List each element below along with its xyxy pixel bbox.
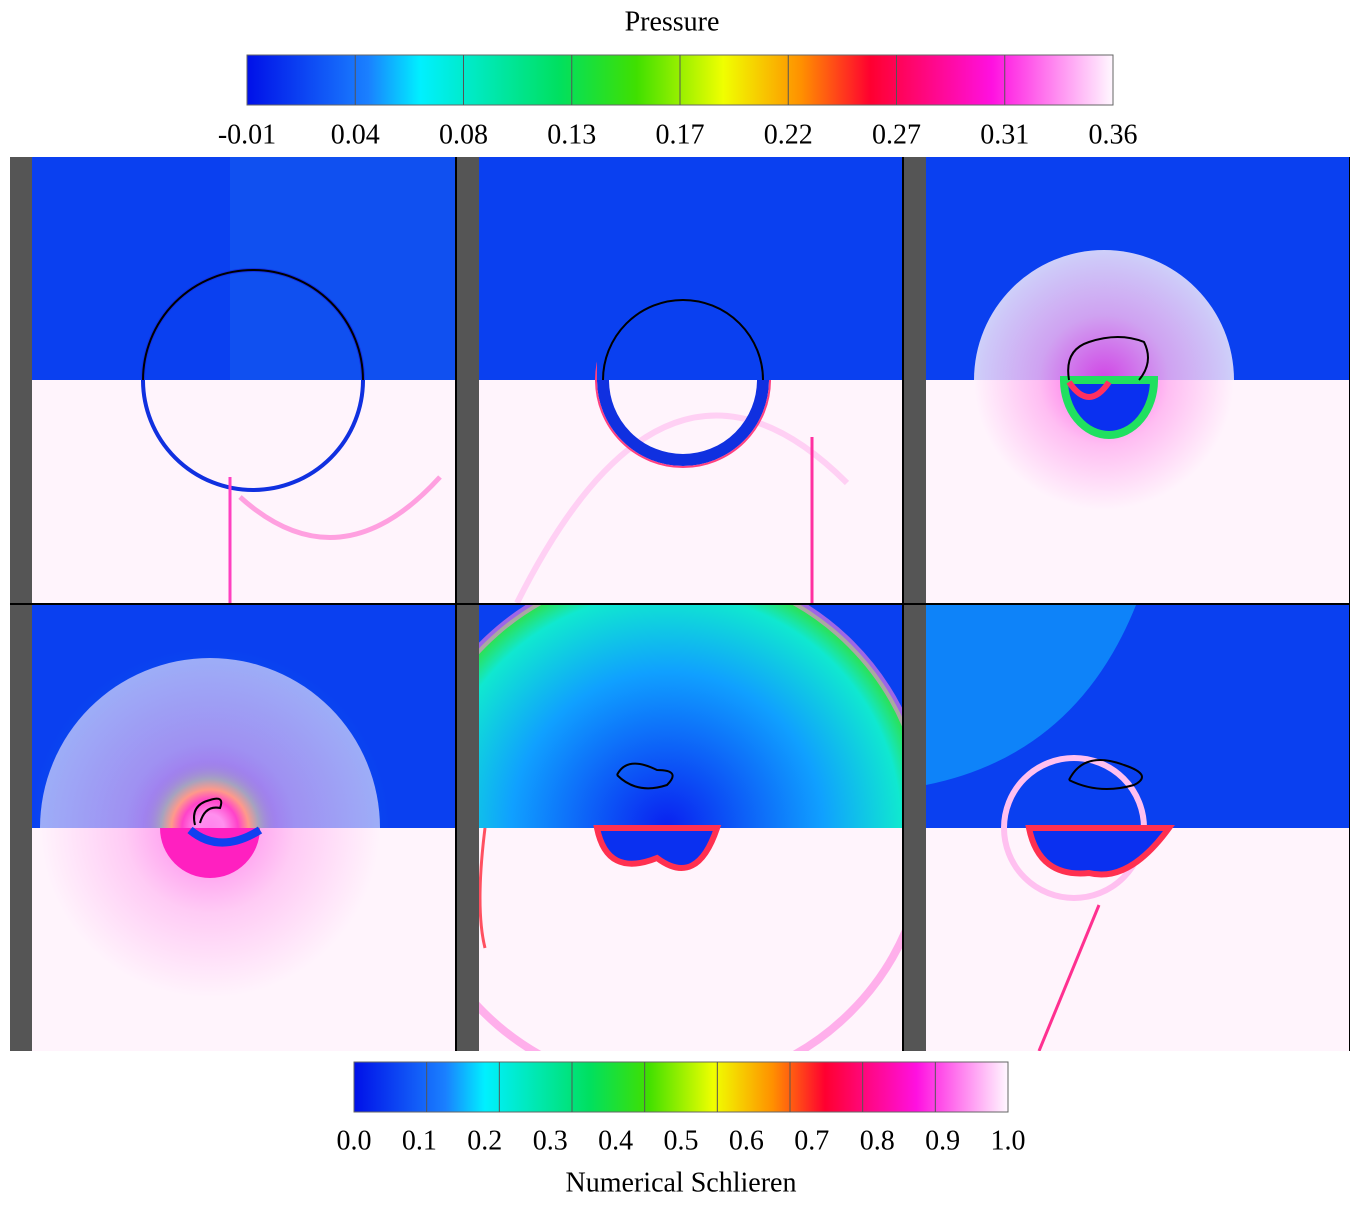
tick-label: 0.6: [729, 1125, 764, 1156]
tick-label: 0.36: [1089, 119, 1138, 150]
panel: [10, 605, 455, 1051]
tick-label: 0.2: [467, 1125, 502, 1156]
tick-label: 0.13: [547, 119, 596, 150]
tick-label: 0.8: [860, 1125, 895, 1156]
panel: [457, 157, 902, 603]
tick-label: 0.9: [925, 1125, 960, 1156]
tick-label: 0.22: [764, 119, 813, 150]
tick-label: 0.27: [872, 119, 921, 150]
tick-label: -0.01: [218, 119, 276, 150]
page: Pressure Numerical Schlieren -0.01 0.04 0.…: [0, 0, 1356, 1206]
tick-label: 0.5: [664, 1125, 699, 1156]
tick-label: 1.0: [991, 1125, 1026, 1156]
tick-label: 0.31: [980, 119, 1029, 150]
tick-label: 0.04: [331, 119, 380, 150]
tick-label: 0.08: [439, 119, 488, 150]
tick-label: 0.1: [402, 1125, 437, 1156]
tick-label: 0.3: [533, 1125, 568, 1156]
panel: [10, 157, 455, 603]
tick-label: 0.0: [337, 1125, 372, 1156]
tick-label: 0.17: [656, 119, 705, 150]
panel: [904, 605, 1349, 1051]
panel: [407, 568, 927, 1088]
colorbar-title: Pressure: [625, 6, 720, 37]
tick-label: 0.4: [598, 1125, 633, 1156]
figure: Pressure Numerical Schlieren -0.01 0.04 0.…: [0, 0, 1356, 1201]
colorbar-title: Numerical Schlieren: [566, 1167, 797, 1198]
schlieren-colorbar: [354, 1062, 1008, 1112]
panel: [904, 157, 1349, 603]
tick-label: 0.7: [794, 1125, 829, 1156]
